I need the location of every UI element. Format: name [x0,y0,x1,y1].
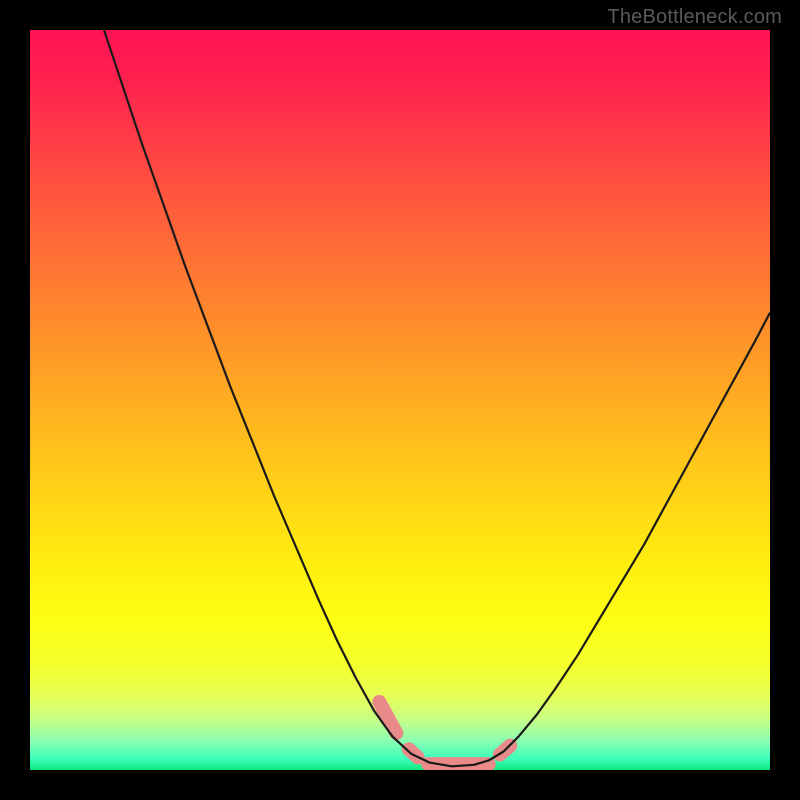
highlight-segments [379,702,510,764]
bottleneck-curve [30,30,770,770]
watermark-text: TheBottleneck.com [607,6,782,29]
plot-area [30,30,770,770]
main-curve-path [104,30,770,766]
